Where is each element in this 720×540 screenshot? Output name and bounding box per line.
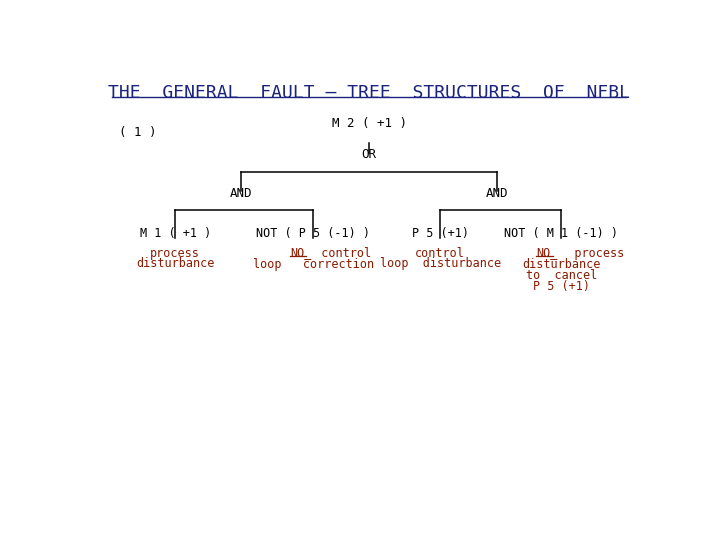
Text: P 5 (+1): P 5 (+1)	[412, 227, 469, 240]
Text: loop   correction: loop correction	[253, 258, 374, 271]
Text: control: control	[415, 247, 465, 260]
Text: control: control	[307, 247, 371, 260]
Text: disturbance: disturbance	[522, 258, 600, 271]
Text: NO_: NO_	[290, 247, 311, 260]
Text: AND: AND	[485, 186, 508, 200]
Text: loop  disturbance: loop disturbance	[379, 257, 501, 271]
Text: M 1 ( +1 ): M 1 ( +1 )	[140, 227, 211, 240]
Text: M 2 ( +1 ): M 2 ( +1 )	[331, 117, 407, 130]
Text: ( 1 ): ( 1 )	[120, 126, 157, 139]
Text: AND: AND	[230, 186, 253, 200]
Text: THE  GENERAL  FAULT – TREE  STRUCTURES  OF  NFBL: THE GENERAL FAULT – TREE STRUCTURES OF N…	[108, 84, 630, 102]
Text: NO_: NO_	[536, 247, 558, 260]
Text: NOT ( M 1 (-1) ): NOT ( M 1 (-1) )	[504, 227, 618, 240]
Text: process: process	[554, 247, 625, 260]
Text: to  cancel: to cancel	[526, 269, 597, 282]
Text: NOT ( P 5 (-1) ): NOT ( P 5 (-1) )	[256, 227, 370, 240]
Text: process: process	[150, 247, 200, 260]
Text: disturbance: disturbance	[136, 257, 215, 271]
Text: P 5 (+1): P 5 (+1)	[533, 280, 590, 293]
Text: OR: OR	[361, 148, 377, 161]
